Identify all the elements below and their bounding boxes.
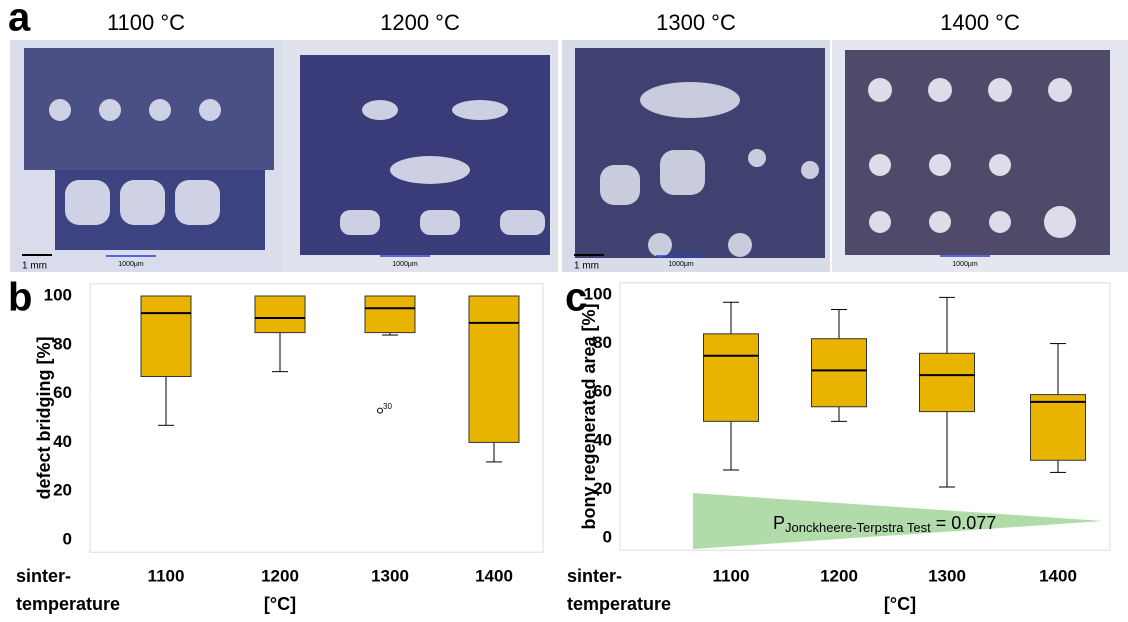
x-label-line: temperature (567, 594, 671, 614)
y-tick-label: 60 (53, 383, 72, 402)
box (468, 295, 520, 443)
panel-label: c (565, 276, 587, 320)
image-title: 1200 °C (380, 10, 460, 35)
box (254, 295, 306, 334)
panel-label: a (8, 0, 31, 40)
histology-images (10, 40, 1128, 272)
y-tick-label: 60 (593, 382, 612, 401)
x-label-line: sinter- (567, 566, 622, 586)
x-tick-label: 1200 (261, 566, 299, 585)
image-title: 1100 °C (107, 10, 185, 35)
x-tick-label: 1100 (713, 566, 750, 585)
micro-scale-text: 1000µm (952, 261, 978, 268)
y-tick-label: 0 (603, 528, 612, 547)
x-tick-label: 1100 (148, 566, 185, 585)
plot-frame (89, 283, 544, 553)
x-label-line: sinter- (16, 566, 71, 586)
y-tick-label: 80 (53, 334, 72, 353)
x-tick-label: 1300 (371, 566, 409, 585)
x-tick-label: 1300 (928, 566, 966, 585)
image-1400 (832, 40, 1128, 272)
outlier (377, 407, 383, 414)
x-tick-label: 1400 (1039, 566, 1077, 585)
y-tick-label: 100 (584, 284, 612, 303)
scale-text: 1 mm (574, 261, 599, 272)
panel-label: b (8, 276, 32, 320)
y-tick-label: 0 (63, 529, 72, 548)
y-tick-label: 100 (44, 285, 72, 304)
x-label-line: temperature (16, 594, 120, 614)
annotation-symbol: P (773, 513, 785, 533)
outlier-label: 30 (383, 402, 392, 411)
scale-text: 1 mm (22, 261, 47, 272)
micro-scale-text: 1000µm (668, 261, 694, 268)
x-unit: [°C] (884, 594, 916, 614)
box (1030, 394, 1086, 461)
box (811, 338, 867, 408)
x-tick-label: 1200 (820, 566, 858, 585)
micro-scale-text: 1000µm (118, 261, 144, 268)
y-tick-label: 40 (53, 432, 72, 451)
box (703, 333, 759, 422)
annotation: PJonckheere-Terpstra Test = 0.077 (773, 513, 996, 536)
y-tick-label: 40 (593, 430, 612, 449)
y-tick-label: 20 (53, 481, 72, 500)
image-1100 (10, 40, 282, 272)
plot-frame (619, 282, 1111, 551)
box (919, 352, 975, 413)
x-tick-label: 1400 (475, 566, 513, 585)
image-title: 1400 °C (940, 10, 1020, 35)
x-unit: [°C] (264, 594, 296, 614)
annotation-subscript: Jonckheere-Terpstra Test (785, 520, 931, 535)
image-1300 (562, 40, 830, 272)
trend-wedge (693, 493, 1103, 549)
y-axis-label: defect bridging [%] (34, 337, 54, 500)
y-tick-label: 80 (593, 333, 612, 352)
y-axis-label: bony regenerated area [%] (579, 303, 599, 529)
image-1200 (282, 40, 558, 272)
box (364, 295, 416, 334)
box (140, 295, 192, 378)
annotation-value: = 0.077 (936, 513, 997, 533)
image-title: 1300 °C (656, 10, 736, 35)
y-tick-label: 20 (593, 479, 612, 498)
micro-scale-text: 1000µm (392, 261, 418, 268)
